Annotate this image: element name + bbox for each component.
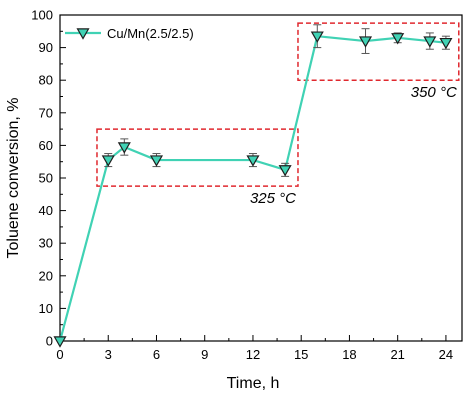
x-tick-label: 21 [390,347,404,362]
y-tick-label: 90 [39,40,53,55]
data-point-marker [246,155,260,167]
y-tick-label: 40 [39,203,53,218]
y-tick-label: 20 [39,268,53,283]
legend-label: Cu/Mn(2.5/2.5) [107,26,194,41]
data-point-marker [101,155,115,167]
plot-frame [59,14,463,342]
temperature-annotation: 325 °C [250,190,296,207]
data-point-marker [117,142,131,154]
y-tick-label: 0 [46,334,53,349]
y-tick-label: 50 [39,171,53,186]
y-tick-label: 70 [39,105,53,120]
x-tick-label: 0 [56,347,63,362]
legend-marker [76,28,90,40]
temperature-region-box [297,22,460,81]
temperature-region-box [96,128,299,187]
x-tick-label: 24 [439,347,453,362]
data-point-marker [391,33,405,45]
x-tick-label: 12 [246,347,260,362]
series-line [58,35,447,342]
data-point-marker [423,36,437,48]
x-axis-label: Time, h [227,375,280,392]
y-axis-label: Toluene conversion, % [5,98,22,259]
x-tick-label: 18 [342,347,356,362]
x-tick-label: 9 [201,347,208,362]
data-point-marker [439,37,453,50]
temperature-annotation: 350 °C [411,84,457,101]
x-tick-label: 3 [105,347,112,362]
y-tick-label: 30 [39,236,53,251]
x-tick-label: 6 [153,347,160,362]
y-tick-label: 80 [39,73,53,88]
data-point-marker [310,31,324,43]
data-point-marker [53,336,67,348]
data-point-marker [358,36,373,48]
data-point-marker [149,155,164,167]
x-tick-label: 15 [294,347,308,362]
y-tick-label: 100 [31,8,53,23]
y-tick-label: 60 [39,138,53,153]
y-tick-label: 10 [39,301,53,316]
data-point-marker [278,165,292,177]
